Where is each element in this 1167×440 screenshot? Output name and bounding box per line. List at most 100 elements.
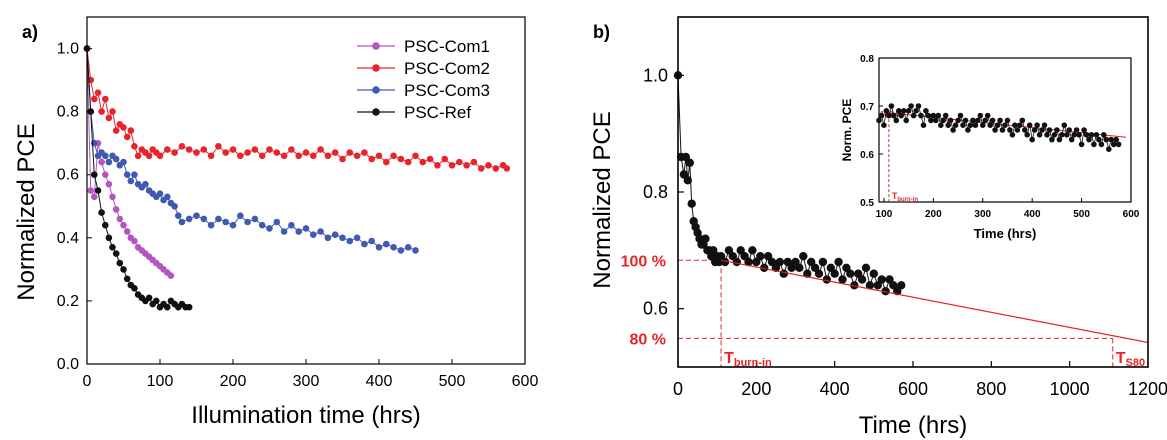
legend-swatch-marker — [372, 86, 380, 94]
inset-data-point — [1012, 122, 1018, 128]
inset-marker-label-main: T — [892, 191, 898, 201]
inset-data-point — [1059, 132, 1065, 138]
legend-swatch-marker — [372, 64, 380, 72]
panel-a-data-point — [273, 149, 281, 156]
inset-data-point — [1096, 136, 1102, 143]
panel-a-data-point — [244, 218, 251, 226]
panel-a-data-point — [164, 303, 171, 311]
panel-a-data-point — [456, 158, 463, 166]
panel-a-data-point — [94, 89, 102, 96]
inset-data-point — [967, 122, 974, 128]
inset-xtick-label: 500 — [1073, 209, 1090, 220]
panel-a-data-point — [156, 152, 164, 160]
panel-a-data-point — [120, 266, 127, 273]
panel-b-data-point — [724, 246, 734, 255]
inset-data-point — [1083, 132, 1090, 138]
panel-a-data-point — [266, 225, 273, 232]
inset-data-point — [1019, 117, 1026, 124]
panel-a-data-point — [112, 206, 120, 213]
panel-a-data-point — [237, 152, 244, 160]
inset-data-point — [1034, 122, 1040, 128]
inset-data-point — [1086, 136, 1092, 143]
panel-a-xtick-label: 600 — [512, 373, 539, 390]
inset-data-point — [1029, 136, 1035, 143]
panel-b-data-point — [810, 263, 820, 272]
inset-data-point — [1091, 141, 1097, 148]
panel-a-data-point — [280, 152, 288, 160]
inset-data-point — [1076, 132, 1082, 138]
panel-a-data-point — [185, 146, 193, 153]
panel-b-data-point — [748, 246, 757, 255]
panel-a-data-point — [142, 180, 149, 188]
panel-b-xtick-label: 800 — [976, 379, 1006, 399]
panel-b-data-point — [779, 269, 788, 278]
panel-b-data-point — [687, 199, 696, 208]
marker-label-S80: TS80 — [1116, 350, 1145, 369]
inset-data-point — [881, 122, 887, 128]
inset-data-point — [972, 122, 979, 128]
panel-b-data-point — [826, 263, 835, 272]
panel-a-data-point — [185, 215, 193, 223]
panel-a-data-point — [98, 108, 105, 115]
inset-data-point — [1066, 127, 1072, 133]
inset-data-point — [992, 127, 998, 133]
inset-xtick-label: 200 — [925, 209, 942, 220]
panel-a-data-point — [123, 133, 131, 141]
panel-a-data-point — [503, 165, 511, 172]
panel-a-data-point — [237, 212, 244, 219]
panel-a-data-point — [193, 212, 200, 219]
panel-a-data-point — [116, 259, 124, 267]
panel-a-data-point — [91, 95, 98, 103]
panel-a-ytick-label: 0.2 — [57, 293, 79, 310]
inset-ytick-label: 0.7 — [860, 102, 874, 113]
panel-b-data-point — [881, 287, 890, 296]
inset-data-point — [928, 117, 934, 124]
inset-data-point — [997, 117, 1003, 124]
panel-a-data-point — [310, 152, 317, 160]
panel-a-data-point — [266, 146, 273, 153]
inset-data-point — [980, 122, 986, 128]
panel-b-data-point — [799, 252, 808, 261]
panel-a-data-point — [368, 155, 376, 163]
panel-a-data-point — [244, 149, 251, 156]
inset-data-point — [938, 122, 944, 128]
inset-data-point — [1004, 117, 1011, 124]
panel-a-series-psc-com3 — [83, 45, 419, 254]
panel-a-data-point — [251, 146, 259, 153]
panel-a-ylabel: Normalized PCE — [13, 123, 40, 300]
inset-data-point — [1113, 136, 1119, 143]
inset-data-point — [1044, 132, 1050, 138]
inset-data-point — [898, 112, 904, 119]
panel-a-data-point — [288, 146, 295, 153]
inset-data-point — [1071, 132, 1077, 138]
inset-data-point — [923, 108, 929, 114]
inset-data-point — [1024, 132, 1030, 138]
panel-a-data-point — [441, 155, 449, 163]
inset-data-point — [950, 127, 956, 133]
panel-a-ytick-label: 0.0 — [57, 356, 79, 373]
inset-data-point — [935, 112, 942, 119]
inset-data-point — [920, 122, 927, 128]
panel-a-data-point — [116, 215, 124, 223]
panel-a-data-point — [317, 228, 324, 235]
panel-a-data-point — [123, 171, 131, 178]
inset-data-point — [1026, 122, 1033, 128]
panel-a-data-point — [131, 143, 138, 150]
inset-data-point — [1036, 132, 1043, 138]
inset-data-point — [1093, 132, 1100, 138]
panel-a-data-point — [361, 240, 368, 248]
marker-label-main: T — [724, 350, 734, 367]
panel-b-data-point — [861, 263, 871, 272]
panel-b-data-point — [834, 257, 843, 267]
panel-a-data-point — [229, 146, 237, 153]
panel-a-data-point — [324, 234, 332, 242]
legend-swatch-marker — [372, 108, 380, 116]
legend-label: PSC-Com3 — [404, 81, 490, 100]
panel-a-data-point — [120, 221, 127, 229]
panel-a-data-point — [98, 158, 105, 166]
panel-a-data-point — [302, 225, 310, 232]
inset-xlabel: Time (hrs) — [974, 226, 1037, 241]
panel-a-data-point — [112, 250, 120, 257]
panel-a-data-point — [171, 149, 178, 156]
reference-label-80: 80 % — [630, 331, 666, 348]
